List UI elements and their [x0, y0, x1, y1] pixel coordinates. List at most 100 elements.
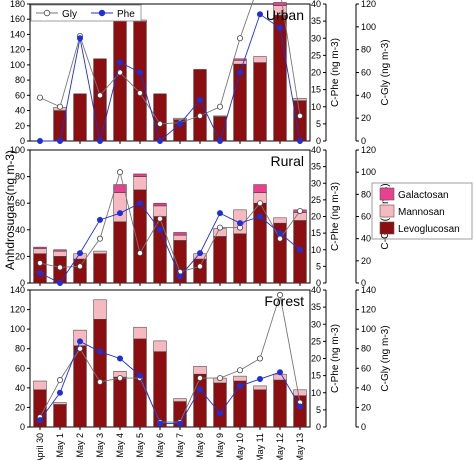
point-phe — [176, 120, 183, 127]
y-left-label: Anhdrosugars(ng m-3) — [3, 150, 17, 270]
point-phe — [196, 96, 203, 103]
bar-mannosan — [173, 117, 187, 120]
legend-swatch-levoglucosan — [379, 221, 395, 235]
y-left-tick-label: 0 — [20, 422, 25, 432]
line-gly — [39, 0, 301, 125]
bar-levoglucosan — [93, 253, 107, 284]
gly-tick-label: 20 — [361, 402, 371, 412]
point-gly — [276, 291, 283, 298]
y-left-tick-label: 100 — [10, 324, 25, 334]
point-gly — [296, 112, 303, 119]
phe-tick-label: 30 — [311, 319, 321, 329]
bar-levoglucosan — [213, 116, 227, 142]
legend-swatch-galactosan — [379, 187, 395, 201]
point-gly — [136, 90, 143, 97]
bar-levoglucosan — [153, 351, 167, 428]
gly-tick-label: 0 — [361, 422, 366, 432]
point-phe — [77, 250, 84, 257]
phe-tick-label: 15 — [311, 371, 321, 381]
y-left-tick-label: 100 — [10, 60, 25, 70]
point-phe — [256, 376, 263, 383]
bar-mannosan — [53, 250, 67, 257]
gly-tick-label: 120 — [361, 0, 376, 9]
phe-tick-label: 30 — [311, 178, 321, 188]
gly-tick-label: 40 — [361, 234, 371, 244]
point-phe — [37, 417, 44, 424]
legend-label-levoglucosan: Levoglucosan — [398, 224, 460, 235]
gly-tick-label: 40 — [361, 90, 371, 100]
panel-forest: 0 20 40 60 80 100 120 140 0 5 10 15 20 25 30 35 40 C-Phe … — [10, 285, 391, 460]
point-phe — [156, 420, 163, 427]
point-phe — [97, 348, 104, 355]
bar-levoglucosan — [273, 379, 287, 428]
point-gly — [57, 377, 64, 384]
bar-levoglucosan — [53, 404, 67, 428]
y-left-tick-label: 100 — [10, 145, 25, 155]
bar-galactosan — [253, 184, 267, 193]
bar-mannosan — [153, 340, 167, 352]
bar-levoglucosan — [253, 62, 267, 142]
bar-levoglucosan — [193, 258, 207, 284]
bar-galactosan — [133, 173, 147, 177]
panel-title: Urban — [266, 7, 304, 23]
bar-levoglucosan — [73, 93, 87, 142]
point-phe — [216, 210, 223, 217]
point-gly — [196, 263, 203, 270]
legend-label-mannosan: Mannosan — [398, 207, 445, 218]
point-gly — [37, 94, 44, 101]
x-tick-label: May 3 — [95, 433, 105, 458]
point-gly — [136, 250, 143, 257]
line-gly — [39, 294, 301, 423]
legend-swatch-mannosan — [379, 204, 395, 218]
gly-tick-label: 20 — [361, 113, 371, 123]
y-left-tick-label: 140 — [10, 285, 25, 295]
panel-title: Rural — [271, 153, 304, 169]
point-phe — [117, 59, 124, 66]
point-phe — [256, 11, 263, 18]
x-tick-label: May 9 — [215, 433, 225, 458]
phe-tick-label: 15 — [311, 85, 321, 95]
lines-legend-box — [30, 4, 142, 22]
phe-axis-label: C-Phe (ng m-3) — [330, 38, 341, 107]
gly-tick-label: 120 — [361, 305, 376, 315]
phe-tick-label: 15 — [311, 228, 321, 238]
y-left-tick-label: 20 — [15, 251, 25, 261]
y-left-tick-label: 180 — [10, 0, 25, 9]
bar-galactosan — [53, 249, 67, 252]
x-tick-label: May 12 — [275, 433, 285, 460]
point-gly — [256, 355, 263, 362]
y-left-tick-label: 80 — [15, 75, 25, 85]
gly-tick-label: 140 — [361, 285, 376, 295]
point-gly — [216, 103, 223, 110]
point-phe — [276, 24, 283, 31]
phe-tick-label: 20 — [311, 212, 321, 222]
point-gly — [57, 264, 64, 271]
point-gly — [236, 367, 243, 374]
bar-mannosan — [53, 402, 67, 405]
bar-levoglucosan — [213, 236, 227, 284]
point-gly — [97, 235, 104, 242]
line-phe — [39, 340, 301, 425]
phe-tick-label: 40 — [311, 0, 321, 9]
phe-tick-label: 25 — [311, 50, 321, 60]
bars-legend: Galactosan Mannosan Levoglucosan — [371, 182, 473, 240]
bar-levoglucosan — [233, 233, 247, 284]
legend-marker-gly — [43, 9, 51, 17]
bar-mannosan — [93, 299, 107, 320]
phe-tick-label: 0 — [316, 422, 321, 432]
gly-tick-label: 100 — [361, 324, 376, 334]
point-gly — [296, 207, 303, 214]
bar-mannosan — [233, 60, 247, 65]
phe-tick-label: 25 — [311, 195, 321, 205]
point-phe — [216, 137, 223, 144]
point-phe — [176, 420, 183, 427]
bar-mannosan — [133, 176, 147, 191]
phe-tick-label: 5 — [316, 261, 321, 271]
point-phe — [156, 137, 163, 144]
x-tick-label: May 8 — [195, 433, 205, 458]
bar-levoglucosan — [273, 15, 287, 142]
x-tick-label: May 5 — [135, 433, 145, 458]
point-phe — [176, 273, 183, 280]
gly-tick-label: 60 — [361, 68, 371, 78]
gly-tick-label: 100 — [361, 167, 376, 177]
